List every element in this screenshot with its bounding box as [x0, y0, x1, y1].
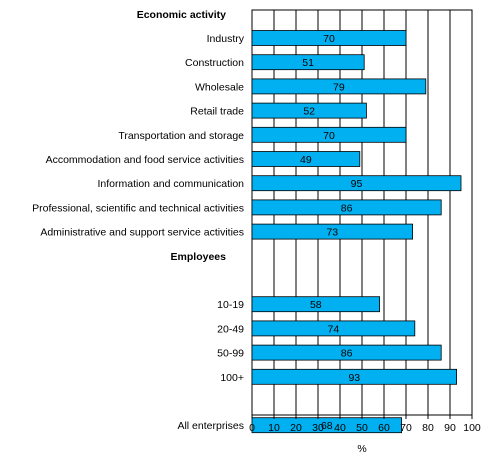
x-tick-label: 60 [378, 422, 390, 434]
x-tick-label: 20 [290, 422, 302, 434]
data-label: 93 [348, 372, 360, 384]
category-label: Accommodation and food service activitie… [46, 154, 244, 166]
group-heading: Economic activity [137, 9, 226, 21]
x-tick-label: 0 [249, 422, 255, 434]
group-headings: Economic activity Employees [137, 9, 226, 263]
bar [251, 344, 442, 361]
category-label: Administrative and support service activ… [40, 227, 244, 239]
x-tick-label: 90 [444, 422, 456, 434]
data-label: 51 [302, 57, 314, 69]
category-label: 100+ [220, 372, 244, 384]
bar [251, 126, 407, 143]
bar [251, 151, 361, 167]
data-label: 73 [326, 227, 338, 239]
category-label: 50-99 [217, 348, 244, 360]
data-label: 68 [321, 420, 333, 432]
bar [251, 296, 380, 313]
bar [251, 175, 462, 192]
x-tick-label: 80 [422, 422, 434, 434]
data-label: 86 [341, 348, 353, 360]
group-heading: Employees [171, 251, 227, 263]
category-label: Information and communication [98, 178, 245, 190]
x-tick-label: 40 [334, 422, 346, 434]
bar [251, 223, 414, 240]
x-tick-label: 50 [356, 422, 368, 434]
data-label: 49 [300, 154, 312, 166]
data-label: 58 [310, 299, 322, 311]
category-label: All enterprises [177, 420, 244, 432]
x-tick-label: 100 [463, 422, 481, 434]
data-label: 52 [303, 106, 315, 118]
category-label: 10-19 [217, 299, 244, 311]
category-labels: Industry Construction Wholesale Retail trad… [32, 33, 245, 432]
category-label: Wholesale [195, 81, 244, 93]
bar [251, 78, 427, 95]
x-tick-label: 70 [400, 422, 412, 434]
x-tick-label: 10 [268, 422, 280, 434]
data-labels: 70 51 79 52 70 49 95 86 73 58 74 86 93 68 [300, 33, 362, 432]
category-label: Transportation and storage [118, 130, 244, 142]
data-label: 86 [341, 202, 353, 214]
x-axis: 0 10 20 30 40 50 60 70 80 90 100 [249, 415, 481, 434]
category-label: Construction [185, 57, 244, 69]
data-label: 70 [323, 130, 335, 142]
category-label: Retail trade [190, 106, 244, 118]
bars [251, 30, 462, 434]
bar [251, 320, 416, 337]
bar [251, 30, 407, 46]
data-label: 74 [328, 323, 340, 335]
data-label: 95 [351, 178, 363, 190]
x-axis-label: % [357, 443, 366, 455]
bar [251, 199, 442, 216]
bar [251, 368, 458, 385]
x-tick-label: 30 [312, 422, 324, 434]
bar [251, 54, 365, 71]
data-label: 70 [323, 33, 335, 45]
category-label: Professional, scientific and technical a… [32, 202, 244, 214]
bar [251, 417, 403, 434]
data-label: 79 [333, 81, 345, 93]
category-label: Industry [207, 33, 245, 45]
category-label: 20-49 [217, 323, 244, 335]
bar [251, 102, 367, 119]
